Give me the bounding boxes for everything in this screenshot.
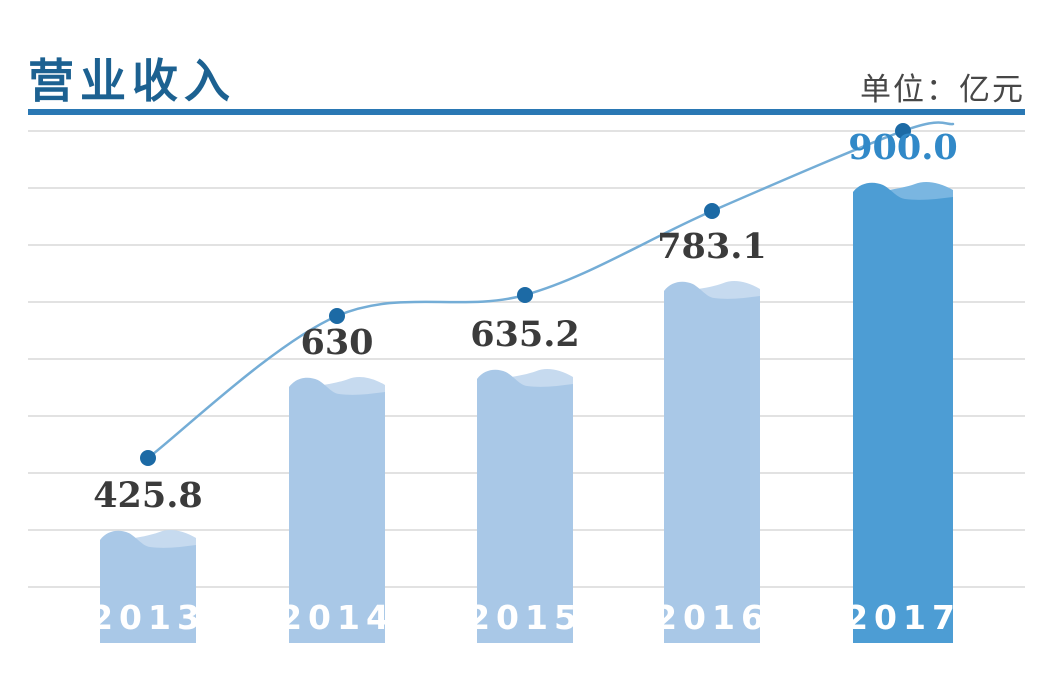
bar-year-label: 2017 — [845, 598, 961, 637]
bar-2016: 2016 — [654, 281, 770, 643]
bar-year-label: 2015 — [467, 598, 583, 637]
data-point-group — [140, 123, 911, 466]
bar-2015: 2015 — [467, 369, 583, 643]
header-rule — [28, 109, 1025, 115]
bar-2013: 2013 — [90, 530, 206, 643]
data-point-2017 — [895, 123, 911, 139]
bar-year-label: 2014 — [279, 598, 395, 637]
bar-body — [289, 377, 385, 643]
bar-body — [853, 182, 953, 643]
value-label-2014: 630 — [300, 322, 373, 363]
bar-year-label: 2013 — [90, 598, 206, 637]
data-point-2014 — [329, 308, 345, 324]
bar-year-label: 2016 — [654, 598, 770, 637]
trend-line — [146, 121, 955, 460]
value-label-2016: 783.1 — [657, 226, 767, 267]
value-label-2013: 425.8 — [93, 475, 203, 516]
bar-series: 2013 2014 2015 2016 2017 — [90, 182, 961, 643]
chart-title: 营业收入 — [28, 54, 236, 108]
value-label-group: 425.8 630 635.2 783.1 900.0 — [93, 127, 958, 516]
data-point-2016 — [704, 203, 720, 219]
unit-label: 单位：亿元 — [860, 72, 1025, 108]
data-point-2015 — [517, 287, 533, 303]
bar-body — [477, 369, 573, 643]
value-label-2015: 635.2 — [470, 314, 580, 355]
value-label-2017: 900.0 — [848, 127, 958, 168]
bar-2014: 2014 — [279, 377, 395, 643]
bar-body — [664, 281, 760, 643]
bar-2017: 2017 — [845, 182, 961, 643]
data-point-2013 — [140, 450, 156, 466]
trend-line-group — [146, 121, 955, 460]
bar-body — [100, 530, 196, 643]
